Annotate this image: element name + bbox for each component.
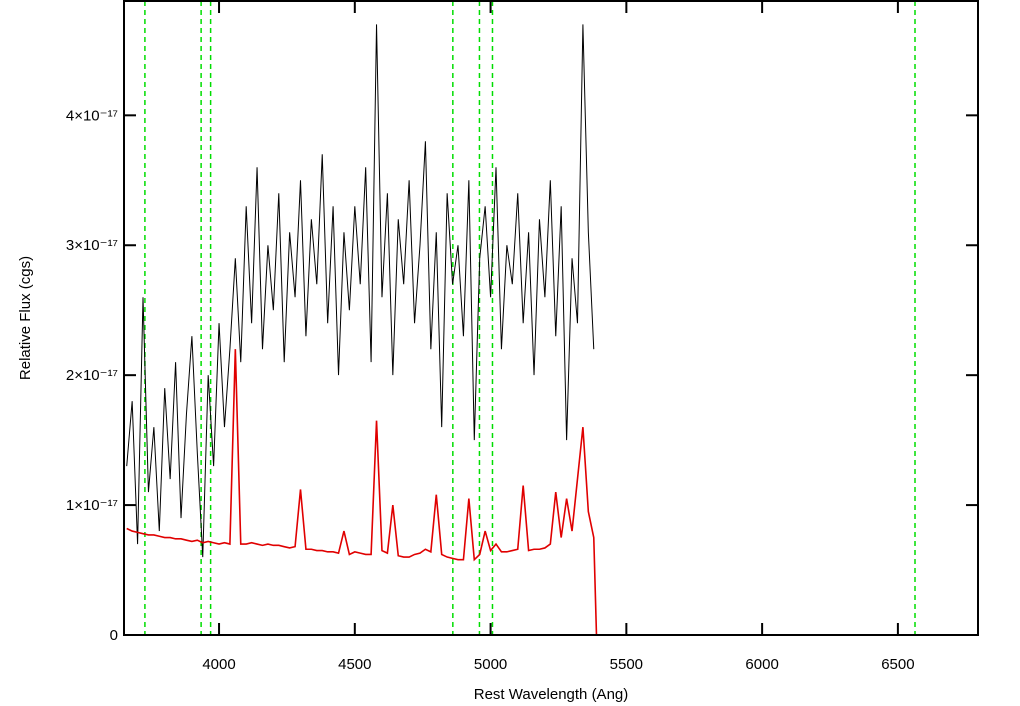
y-tick-label: 3×10⁻¹⁷ bbox=[66, 237, 118, 254]
x-tick-label: 5000 bbox=[474, 656, 507, 673]
y-tick-label: 2×10⁻¹⁷ bbox=[66, 367, 118, 384]
x-tick-label: 6000 bbox=[745, 656, 778, 673]
x-tick-label: 4500 bbox=[338, 656, 371, 673]
plot-frame bbox=[123, 0, 979, 636]
x-axis-label: Rest Wavelength (Ang) bbox=[474, 686, 629, 703]
x-tick-label: 5500 bbox=[610, 656, 643, 673]
y-axis-label: Relative Flux (cgs) bbox=[17, 256, 34, 380]
y-tick-label: 4×10⁻¹⁷ bbox=[66, 107, 118, 124]
y-tick-label: 1×10⁻¹⁷ bbox=[66, 497, 118, 514]
x-tick-label: 6500 bbox=[881, 656, 914, 673]
series-line bbox=[126, 349, 978, 636]
series-line bbox=[126, 24, 595, 558]
x-tick-label: 4000 bbox=[202, 656, 235, 673]
y-tick-label: 0 bbox=[110, 627, 118, 644]
